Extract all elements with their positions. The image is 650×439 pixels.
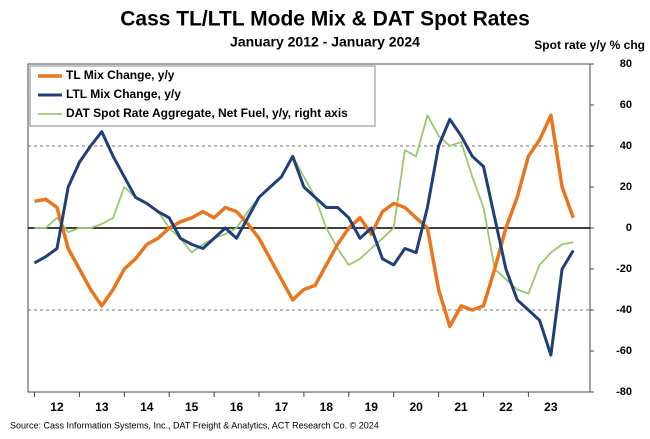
- x-tick-label: 20: [409, 400, 423, 414]
- y-tick-label: -40: [616, 304, 632, 316]
- x-tick-label: 19: [365, 400, 379, 414]
- x-tick-label: 18: [320, 400, 334, 414]
- x-tick-label: 15: [185, 400, 199, 414]
- x-tick-label: 16: [230, 400, 244, 414]
- x-tick-label: 23: [544, 400, 558, 414]
- y-tick-label: 40: [620, 140, 632, 152]
- y-tick-label: 0: [626, 222, 632, 234]
- y-tick-label: 20: [620, 181, 632, 193]
- y-tick-label: -20: [616, 263, 632, 275]
- source-note: Source: Cass Information Systems, Inc., …: [10, 420, 379, 430]
- y-tick-label: -80: [616, 386, 632, 398]
- y-axis-label: Spot rate y/y % chg: [534, 38, 645, 52]
- legend-label: LTL Mix Change, y/y: [66, 87, 181, 101]
- x-tick-label: 17: [275, 400, 289, 414]
- chart-subtitle: January 2012 - January 2024: [230, 34, 420, 50]
- x-tick-label: 12: [50, 400, 64, 414]
- x-tick-label: 13: [95, 400, 109, 414]
- x-tick-label: 14: [140, 400, 154, 414]
- legend-label: TL Mix Change, y/y: [66, 68, 175, 82]
- series-line: [33, 117, 575, 357]
- y-tick-label: 60: [620, 99, 632, 111]
- x-tick-label: 21: [454, 400, 468, 414]
- x-tick-label: 22: [499, 400, 513, 414]
- series-line: [34, 113, 575, 329]
- y-tick-label: 80: [620, 58, 632, 70]
- y-tick-label: -60: [616, 345, 632, 357]
- series-line: [34, 114, 574, 295]
- legend-label: DAT Spot Rate Aggregate, Net Fuel, y/y, …: [66, 106, 348, 120]
- legend-box: [29, 65, 376, 127]
- chart-title: Cass TL/LTL Mode Mix & DAT Spot Rates: [120, 8, 530, 31]
